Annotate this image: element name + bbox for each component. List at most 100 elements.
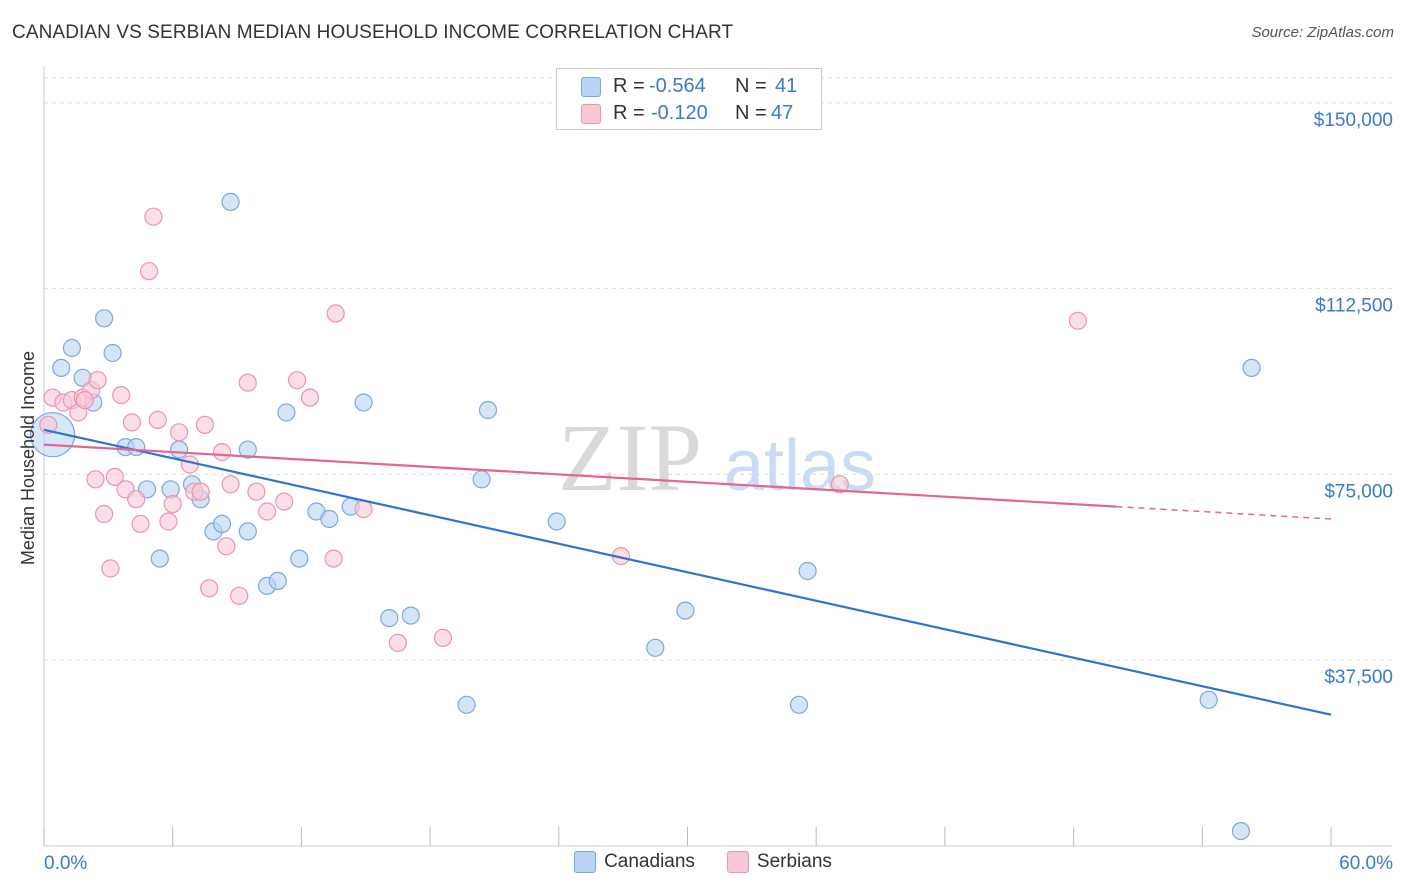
canadian-point [62, 338, 82, 358]
serbian-point [170, 423, 189, 442]
canadian-point [478, 400, 498, 420]
canadian-point [354, 393, 373, 412]
serbian-point [191, 482, 210, 501]
canadian-point [547, 512, 566, 531]
canadians-swatch [581, 77, 601, 97]
serbian-point [326, 304, 345, 323]
chart-title: CANADIAN VS SERBIAN MEDIAN HOUSEHOLD INC… [12, 22, 734, 43]
canadian-point [457, 695, 476, 714]
canadian-point [798, 561, 817, 581]
serbian-point [238, 373, 257, 392]
serbian-point [88, 371, 107, 390]
points-layer [29, 192, 1261, 841]
canadian-point [676, 601, 695, 620]
x-tick-label: 60.0% [1339, 853, 1393, 874]
r-value: -0.120 [651, 102, 708, 124]
watermark-zip: ZIP [558, 404, 702, 511]
serbian-point [86, 470, 105, 489]
n-value: 47 [771, 102, 794, 124]
canadian-point [221, 192, 240, 211]
serbian-point [112, 386, 131, 405]
serbian-point [159, 512, 178, 531]
serbians-trendline [43, 443, 1117, 508]
series-legend: Canadians Serbians [0, 851, 1406, 873]
canadians-swatch [574, 851, 597, 873]
canadian-point [646, 638, 665, 657]
serbian-point [127, 490, 146, 509]
n-label: N = [735, 75, 767, 97]
canadian-point [472, 470, 491, 489]
r-value: -0.564 [649, 75, 706, 97]
canadian-point [103, 343, 122, 363]
canadian-point [401, 606, 420, 625]
serbian-point [105, 467, 124, 486]
serbian-point [288, 371, 307, 390]
serbian-point [217, 537, 236, 556]
legend-label-canadians: Canadians [604, 851, 695, 872]
canadians-trendline [43, 428, 1332, 716]
axis-layer: $37,500 $75,000 $112,500 $150,000 0.0% 60.0% [43, 66, 1393, 874]
serbian-point [140, 262, 159, 281]
x-tick-label: 0.0% [44, 853, 87, 874]
serbian-point [122, 413, 141, 432]
canadian-point [127, 438, 146, 457]
canadian-point [789, 695, 809, 714]
y-axis-label: Median Household Income [18, 351, 38, 565]
serbians-swatch [581, 104, 601, 124]
canadian-point [1231, 821, 1251, 841]
serbian-point [39, 415, 58, 434]
serbians-trendline-extension [1116, 505, 1332, 520]
serbian-point [212, 443, 232, 462]
serbian-point [247, 482, 266, 501]
y-tick-label: $75,000 [1324, 481, 1393, 502]
serbian-point [200, 579, 219, 598]
r-label: R = [613, 75, 645, 97]
serbian-point [75, 391, 94, 410]
serbian-point [433, 628, 453, 648]
serbian-point [354, 500, 373, 519]
serbian-point [195, 415, 214, 434]
serbian-point [131, 514, 150, 534]
serbian-point [144, 207, 163, 226]
legend-item-serbians[interactable]: Serbians [726, 851, 832, 873]
serbian-point [300, 388, 320, 407]
source-label: Source: ZipAtlas.com [1251, 24, 1394, 41]
serbian-point [148, 410, 167, 429]
watermark-atlas: atlas [724, 426, 876, 506]
y-tick-label: $150,000 [1314, 110, 1393, 131]
canadian-point [290, 549, 309, 568]
canadian-point [320, 509, 339, 529]
canadian-point [277, 403, 296, 422]
correlation-legend: R = -0.564 N = 41 R = -0.120 N = 47 [556, 68, 822, 130]
canadian-point [238, 522, 257, 541]
y-tick-label: $37,500 [1324, 667, 1393, 688]
canadian-point [94, 309, 114, 328]
n-value: 41 [775, 75, 798, 97]
serbian-point [163, 495, 182, 514]
serbian-point [101, 559, 120, 578]
grid-layer [44, 77, 1396, 661]
canadian-point [1242, 358, 1261, 377]
serbian-point [388, 633, 407, 653]
serbian-point [1068, 311, 1088, 330]
canadian-point [268, 571, 287, 591]
serbian-point [275, 492, 294, 511]
canadian-point [212, 514, 232, 534]
trend-layer [43, 428, 1332, 716]
serbian-point [221, 475, 240, 494]
n-label: N = [735, 102, 767, 124]
legend-item-canadians[interactable]: Canadians [574, 851, 695, 873]
serbian-point [230, 586, 249, 605]
legend-label-serbians: Serbians [756, 851, 832, 872]
canadian-point [380, 608, 399, 628]
r-label: R = [613, 102, 645, 124]
canadian-point [1199, 690, 1218, 709]
watermark: ZIP atlas [558, 404, 876, 511]
canadian-point [150, 549, 169, 568]
canadian-point [238, 440, 257, 459]
serbian-point [830, 475, 849, 494]
serbian-point [258, 502, 277, 521]
y-tick-label: $112,500 [1315, 296, 1393, 317]
canadian-point [52, 358, 71, 377]
